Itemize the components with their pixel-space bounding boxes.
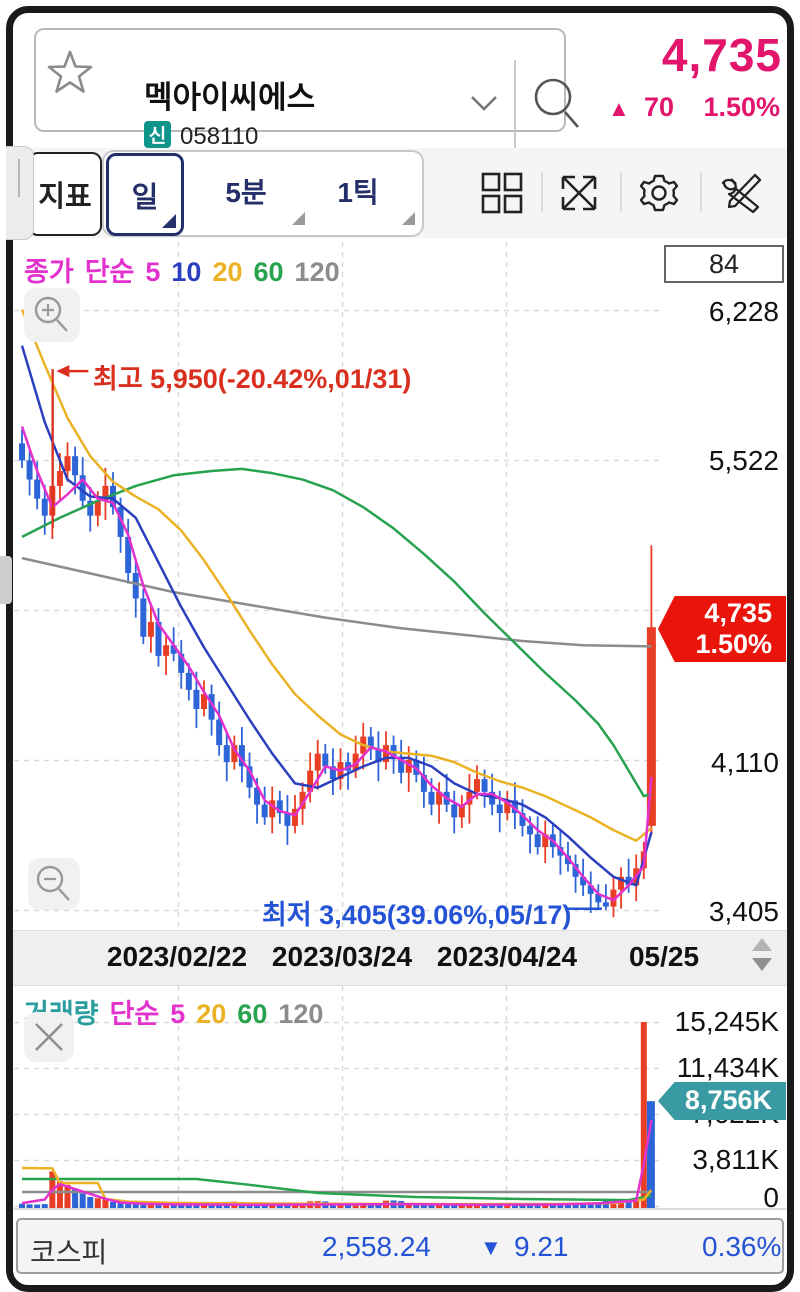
stock-selector-box[interactable]: 멕아이씨에스 신 058110	[34, 28, 579, 156]
fullscreen-expand-icon[interactable]	[554, 168, 604, 218]
date-label: 2023/03/24	[271, 941, 413, 972]
search-icon[interactable]	[528, 74, 586, 132]
scroll-up-arrow-icon[interactable]	[752, 938, 772, 951]
legend-ma20: 20	[212, 257, 243, 287]
day-corner-fold	[162, 214, 176, 228]
price-legend: 종가 단순 5 10 20 60 120	[24, 250, 340, 289]
high-annotation: 최고 5,950(-20.42%,01/31)	[93, 364, 412, 394]
kospi-change: 9.21	[514, 1231, 569, 1262]
vol-legend-ma20: 20	[196, 999, 227, 1029]
legend-ma10: 10	[171, 257, 202, 287]
legend-ma5: 5	[145, 257, 161, 287]
date-axis-band[interactable]	[13, 930, 787, 986]
volume-axis-label: 3,811K	[692, 1144, 779, 1175]
current-price-flag: 4,735 1.50%	[658, 596, 786, 662]
price-axis-label: 5,522	[708, 445, 779, 476]
current-price: 4,735	[661, 29, 782, 81]
change-up-arrow-icon: ▲	[608, 96, 630, 121]
stock-code: 058110	[180, 123, 259, 150]
vol-legend-ma60: 60	[237, 999, 268, 1029]
current-volume-flag: 8,756K	[658, 1082, 786, 1120]
kospi-value: 2,558.24	[322, 1231, 431, 1262]
vol-legend-ma5: 5	[170, 999, 186, 1029]
legend-ma120: 120	[294, 257, 340, 287]
date-label: 05/25	[628, 941, 700, 972]
5min-corner-fold	[292, 212, 305, 225]
toolbar-divider	[620, 172, 622, 212]
change-percent: 1.50%	[703, 92, 780, 122]
price-axis-label: 3,405	[708, 896, 779, 927]
1tick-corner-fold	[402, 212, 415, 225]
flag-pct: 1.50%	[695, 629, 772, 659]
change-value: 70	[644, 92, 675, 122]
new-stock-badge: 신	[144, 121, 171, 148]
toolbar-divider	[541, 172, 543, 212]
toolbar-divider	[700, 172, 702, 212]
legend-series: 종가	[24, 257, 74, 287]
price-axis-label: 6,228	[708, 296, 779, 327]
kospi-name: 코스피	[30, 1237, 108, 1268]
price-axis-label: 4,110	[711, 747, 779, 778]
volume-flag-value: 8,756K	[684, 1085, 772, 1116]
vol-legend-ma120: 120	[278, 999, 324, 1029]
candle-count-box[interactable]: 84	[664, 245, 784, 283]
close-volume-button[interactable]	[24, 1012, 74, 1062]
kospi-down-arrow-icon: ▼	[480, 1235, 502, 1260]
vol-legend-method: 단순	[109, 999, 160, 1029]
left-drawer-handle[interactable]	[6, 146, 34, 240]
price-chart-canvas[interactable]	[13, 240, 787, 930]
stock-title: 멕아이씨에스	[144, 80, 316, 115]
grid-layout-icon[interactable]	[478, 169, 526, 217]
chevron-down-icon[interactable]	[468, 92, 500, 114]
kospi-percent: 0.36%	[702, 1231, 782, 1262]
favorite-star-icon[interactable]	[46, 48, 94, 96]
date-label: 2023/02/22	[106, 941, 248, 972]
volume-axis-label: 0	[763, 1182, 779, 1213]
scroll-down-arrow-icon[interactable]	[752, 958, 772, 971]
left-edge-tab[interactable]	[0, 556, 12, 604]
date-label: 2023/04/24	[436, 941, 578, 972]
volume-axis-label: 11,434K	[676, 1052, 779, 1083]
legend-ma60: 60	[253, 257, 284, 287]
header-divider	[514, 60, 516, 156]
volume-axis-label: 15,245K	[674, 1006, 779, 1037]
period-tab-5min[interactable]: 5분	[200, 155, 292, 227]
zoom-in-button[interactable]	[24, 288, 80, 342]
zoom-out-button[interactable]	[28, 858, 80, 910]
legend-method: 단순	[84, 257, 135, 287]
settings-gear-icon[interactable]	[634, 168, 684, 218]
kospi-index-bar[interactable]: 코스피 2,558.24 ▼ 9.21 0.36%	[16, 1218, 784, 1274]
drawing-tools-icon[interactable]	[714, 168, 766, 218]
period-tab-1tick[interactable]: 1틱	[312, 155, 404, 227]
low-annotation: 최저 3,405(39.06%,05/17)	[262, 900, 572, 930]
volume-chart-canvas[interactable]	[13, 984, 787, 1212]
flag-price: 4,735	[704, 597, 772, 628]
indicator-button[interactable]: 지표	[28, 152, 102, 236]
volume-legend: 거래량 단순 5 20 60 120	[24, 992, 323, 1031]
